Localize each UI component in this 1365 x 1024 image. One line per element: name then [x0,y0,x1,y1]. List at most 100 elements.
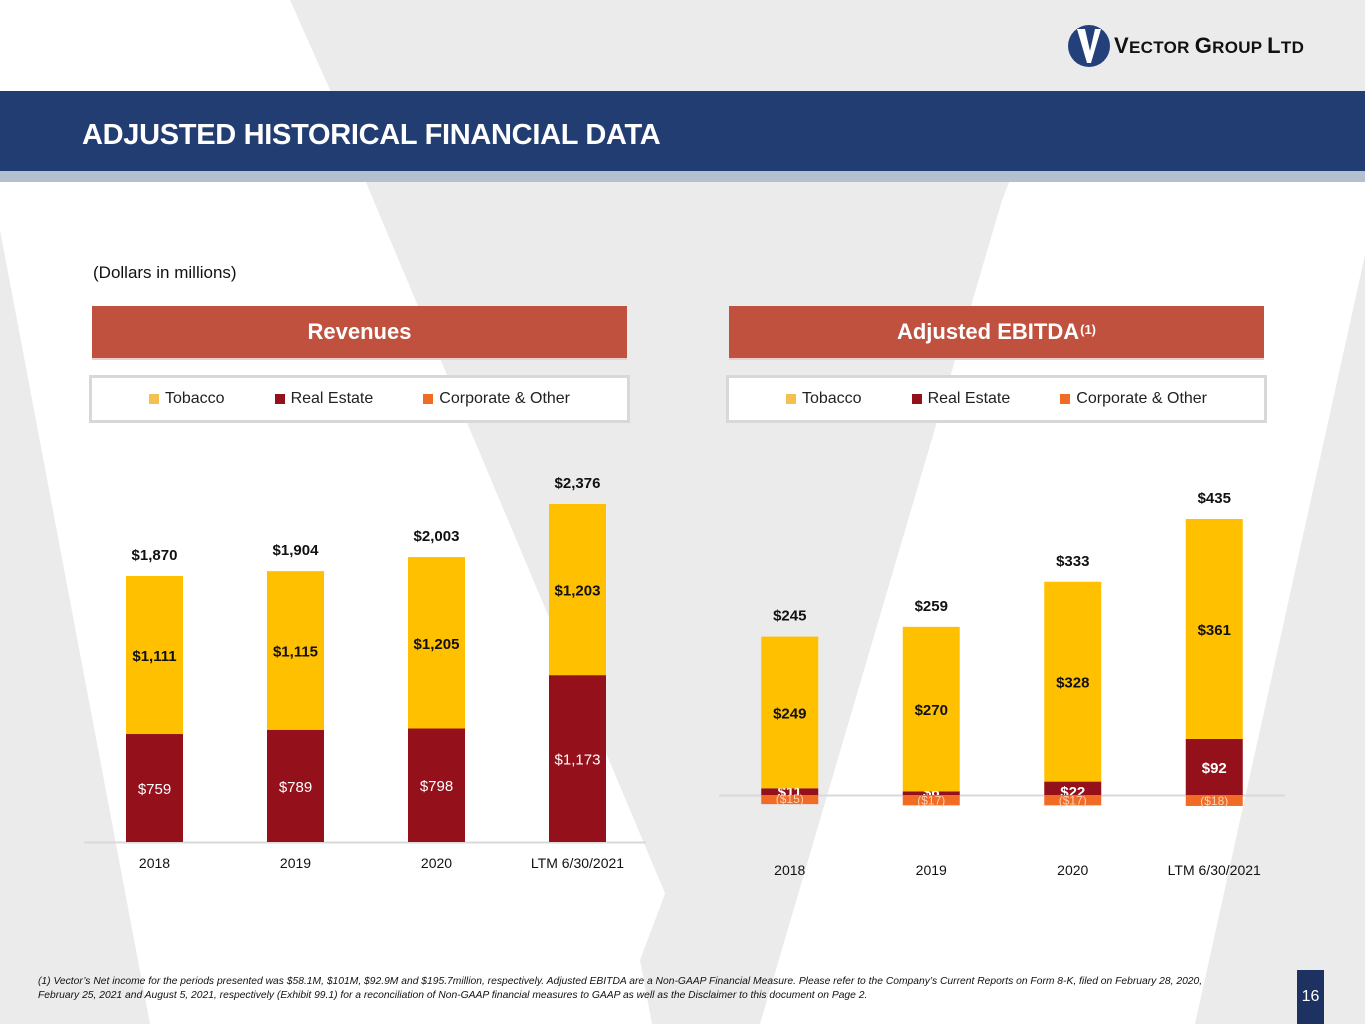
bar-segment-tobacco [761,636,819,789]
revenues-panel-title: Revenues [307,319,412,344]
logo-letters-td: TD [1280,38,1305,57]
bar-segment-real-estate [1044,781,1102,795]
total-label: $259 [915,598,948,615]
footnote-line-2: February 25, 2021 and August 5, 2021, re… [38,990,868,1001]
company-logo: VECTOR GROUP LTD [1068,24,1304,68]
data-label: ($17) [1059,793,1087,807]
bar-group: $789 $1,115 $1,904 2019 [267,542,324,871]
legend-item-corporate-other: Corporate & Other [1060,390,1207,408]
bar-segment-corporate-other [761,795,819,805]
x-tick-label: 2020 [1057,862,1088,878]
bar-group: $1,173 $1,203 $2,376 LTM 6/30/2021 [531,475,624,871]
total-label: $245 [773,608,806,625]
real-estate-swatch-icon [911,394,922,404]
x-tick-label: LTM 6/30/2021 [531,855,624,871]
bar-segment-real-estate [267,729,324,842]
bar-segment-tobacco [267,571,324,730]
logo-letters-roup: ROUP [1212,38,1268,57]
bar-group: $759 $1,111 $1,870 2018 [126,547,183,871]
legend-label: Real Estate [927,390,1011,407]
logo-letter-v: V [1114,33,1129,58]
bar-segment-real-estate [126,734,183,842]
legend-label: Corporate & Other [439,390,571,407]
bar-segment-real-estate [408,728,465,842]
data-label: ($15) [776,792,804,806]
logo-v-mark-icon [1068,25,1110,67]
data-label: $1,115 [273,643,318,660]
legend-item-tobacco: Tobacco [148,390,225,408]
revenues-legend: Tobacco Real Estate Corporate & Other [89,375,630,423]
legend-item-corporate-other: Corporate & Other [423,390,570,408]
bar-segment-tobacco [408,557,465,729]
data-label: $798 [420,778,453,795]
data-label: ($18) [1200,794,1228,808]
x-tick-label: 2018 [774,862,805,878]
bar-segment-tobacco [549,504,606,676]
total-label: $2,376 [555,475,601,492]
legend-label: Corporate & Other [1076,390,1208,407]
data-label: $1,205 [414,636,460,653]
logo-letter-g: G [1194,33,1213,58]
data-label: $361 [1198,622,1231,639]
ebitda-footnote-ref: (1) [1080,321,1096,337]
x-tick-label: 2018 [139,855,170,871]
legend-label: Tobacco [164,390,225,407]
bar-group: $92 $361 ($18) $435 LTM 6/30/2021 [1168,490,1261,878]
data-label: $789 [279,779,312,796]
legend-item-tobacco: Tobacco [785,390,862,408]
ebitda-panel-title: Adjusted EBITDA [896,319,1080,344]
bg-shape-left-wedge [0,230,150,1024]
ebitda-panel-header: Adjusted EBITDA (1) [729,306,1264,358]
bar-group: $798 $1,205 $2,003 2020 [408,528,465,871]
footnote: (1) Vector’s Net income for the periods … [38,975,1238,1003]
data-label: $759 [138,781,171,798]
data-label: $249 [773,705,806,722]
logo-wordmark: VECTOR GROUP LTD [1114,33,1304,59]
legend-item-real-estate: Real Estate [911,390,1011,408]
x-tick-label: 2019 [916,862,947,878]
bar-segment-tobacco [1185,519,1243,739]
bar-segment-real-estate [1185,738,1243,795]
legend-item-real-estate: Real Estate [274,390,374,408]
total-label: $2,003 [414,528,460,545]
total-label: $333 [1056,553,1089,570]
bar-segment-real-estate [549,675,606,842]
revenues-chart: $759 $1,111 $1,870 2018 $789 $1,115 $1,904 2019… [84,475,646,871]
data-label: $92 [1202,760,1227,777]
ebitda-chart: $11$249($15)$2452018$6$270($17)$2592019$… [719,490,1285,878]
corporate-other-swatch-icon [423,394,434,404]
ebitda-legend: Tobacco Real Estate Corporate & Other [726,375,1267,423]
data-label: $1,203 [555,583,601,600]
title-band: ADJUSTED HISTORICAL FINANCIAL DATA [0,91,1365,171]
bar-segment-tobacco [126,575,183,735]
x-tick-label: LTM 6/30/2021 [1168,862,1261,878]
data-label: ($17) [917,793,945,807]
tobacco-swatch-icon [148,394,159,404]
page-number: 16 [1297,970,1324,1024]
total-label: $1,870 [132,547,178,564]
footnote-line-1: (1) Vector’s Net income for the periods … [38,976,1203,987]
bar-segment-real-estate [761,788,819,795]
legend-label: Tobacco [801,390,862,407]
x-tick-label: 2019 [280,855,311,871]
data-label: $328 [1056,675,1089,692]
total-label: $1,904 [273,542,320,559]
corporate-other-swatch-icon [1060,394,1071,404]
data-label: $1,173 [555,752,601,769]
bar-segment-tobacco [902,626,960,792]
total-label: $435 [1198,490,1231,507]
data-label: $1,111 [132,648,176,665]
page-title: ADJUSTED HISTORICAL FINANCIAL DATA [82,119,661,151]
legend-label: Real Estate [290,390,374,407]
bar-segment-corporate-other [902,795,960,806]
title-underline-strip [0,171,1365,182]
tobacco-swatch-icon [785,394,796,404]
x-tick-label: 2020 [421,855,452,871]
revenues-panel-header: Revenues [92,306,627,358]
logo-letter-l: L [1267,33,1281,58]
bar-segment-corporate-other [1185,795,1243,806]
real-estate-swatch-icon [274,394,285,404]
